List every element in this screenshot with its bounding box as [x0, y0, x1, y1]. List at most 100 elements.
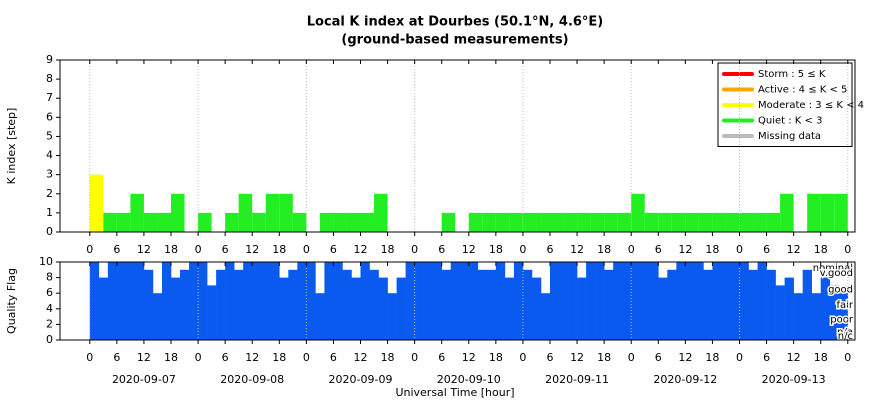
- x-tick-label: 0: [303, 243, 310, 256]
- x-tick-label: 18: [597, 351, 611, 364]
- quality-bar: [540, 293, 551, 340]
- date-label: 2020-09-11: [545, 373, 609, 386]
- quality-label: good: [828, 284, 853, 295]
- bar: [644, 212, 659, 232]
- quality-bar: [793, 293, 803, 340]
- bar: [374, 193, 388, 232]
- x-tick-label: 18: [814, 243, 828, 256]
- x-tick-label: 0: [411, 243, 418, 256]
- quality-bar: [784, 277, 794, 340]
- x-tick-label: 18: [489, 351, 503, 364]
- x-tick-label: 0: [844, 243, 851, 256]
- bar: [225, 212, 239, 232]
- bar: [604, 212, 618, 232]
- bar: [265, 193, 280, 232]
- date-label: 2020-09-08: [220, 373, 284, 386]
- legend-label: Active : 4 ≤ K < 5: [758, 85, 847, 96]
- bar: [658, 212, 672, 232]
- quality-label: v.good: [820, 268, 853, 279]
- bar: [834, 193, 848, 232]
- x-tick-label: 0: [86, 243, 93, 256]
- quality-bar: [694, 262, 704, 340]
- quality-bar: [775, 285, 785, 340]
- y-tick-label: 6: [46, 110, 53, 123]
- quality-bar: [279, 277, 289, 340]
- quality-bar: [369, 269, 379, 340]
- quality-bar: [351, 277, 361, 340]
- quality-bar: [198, 262, 208, 340]
- quality-bar: [685, 262, 695, 340]
- bar: [807, 193, 821, 232]
- quality-bar: [216, 269, 226, 340]
- x-axis-label: Universal Time [hour]: [395, 386, 514, 399]
- bar: [360, 212, 375, 232]
- x-tick-label: 6: [330, 243, 337, 256]
- quality-bar: [396, 277, 406, 340]
- bar: [441, 212, 456, 232]
- quality-bar: [595, 262, 605, 340]
- quality-bar: [180, 269, 190, 340]
- y-tick-label: 5: [46, 129, 53, 142]
- bar: [739, 212, 754, 232]
- x-tick-label: 12: [570, 351, 584, 364]
- quality-bar: [730, 262, 740, 340]
- bar: [820, 193, 835, 232]
- x-tick-label: 6: [763, 243, 770, 256]
- bar: [631, 193, 645, 232]
- quality-bar: [504, 277, 515, 340]
- x-tick-label: 0: [628, 351, 635, 364]
- quality-bar: [234, 269, 244, 340]
- bar: [346, 212, 361, 232]
- x-tick-label: 0: [411, 351, 418, 364]
- x-tick-label: 0: [303, 351, 310, 364]
- quality-bar: [333, 262, 343, 340]
- x-tick-label: 18: [164, 243, 178, 256]
- x-tick-label: 18: [381, 351, 395, 364]
- quality-bar: [161, 262, 172, 340]
- quality-bar: [766, 269, 776, 340]
- quality-bar: [757, 262, 767, 340]
- x-tick-label: 6: [438, 351, 445, 364]
- quality-bar: [89, 262, 100, 340]
- y-tick-label: 1: [46, 206, 53, 219]
- x-tick-label: 6: [546, 351, 553, 364]
- bar: [536, 212, 550, 232]
- bar: [590, 212, 605, 232]
- bar: [712, 212, 726, 232]
- bar: [292, 212, 307, 232]
- quality-bar: [270, 262, 280, 340]
- quality-bar: [622, 262, 632, 340]
- bar: [753, 212, 767, 232]
- bar: [130, 193, 144, 232]
- y-axis-label: K index [step]: [5, 108, 18, 185]
- quality-label: n/a: [837, 327, 853, 338]
- bar: [252, 212, 266, 232]
- legend-label: Storm : 5 ≤ K: [758, 69, 826, 80]
- quality-bar: [116, 262, 127, 340]
- quality-bar: [459, 262, 470, 340]
- bar: [103, 212, 117, 232]
- y-tick-label: 8: [46, 72, 53, 85]
- x-tick-label: 12: [245, 351, 259, 364]
- quality-bar: [802, 269, 812, 340]
- x-tick-label: 12: [570, 243, 584, 256]
- quality-bar: [342, 269, 352, 340]
- quality-label: poor: [830, 315, 854, 326]
- date-label: 2020-09-12: [653, 373, 717, 386]
- bar: [685, 212, 699, 232]
- quality-label: nominal: [813, 263, 853, 274]
- bar: [143, 212, 158, 232]
- bar: [279, 193, 293, 232]
- y-tick-label: 7: [46, 91, 53, 104]
- bar: [495, 212, 510, 232]
- plot-frame: [59, 261, 856, 341]
- x-tick-label: 0: [195, 351, 202, 364]
- bar: [198, 212, 212, 232]
- legend-label: Moderate : 3 ≤ K < 4: [758, 100, 864, 111]
- x-tick-label: 12: [678, 243, 692, 256]
- quality-bar: [414, 262, 424, 340]
- chart-subtitle: (ground-based measurements): [341, 33, 568, 48]
- x-tick-label: 18: [489, 243, 503, 256]
- quality-bar: [315, 293, 325, 340]
- quality-bar: [811, 293, 822, 340]
